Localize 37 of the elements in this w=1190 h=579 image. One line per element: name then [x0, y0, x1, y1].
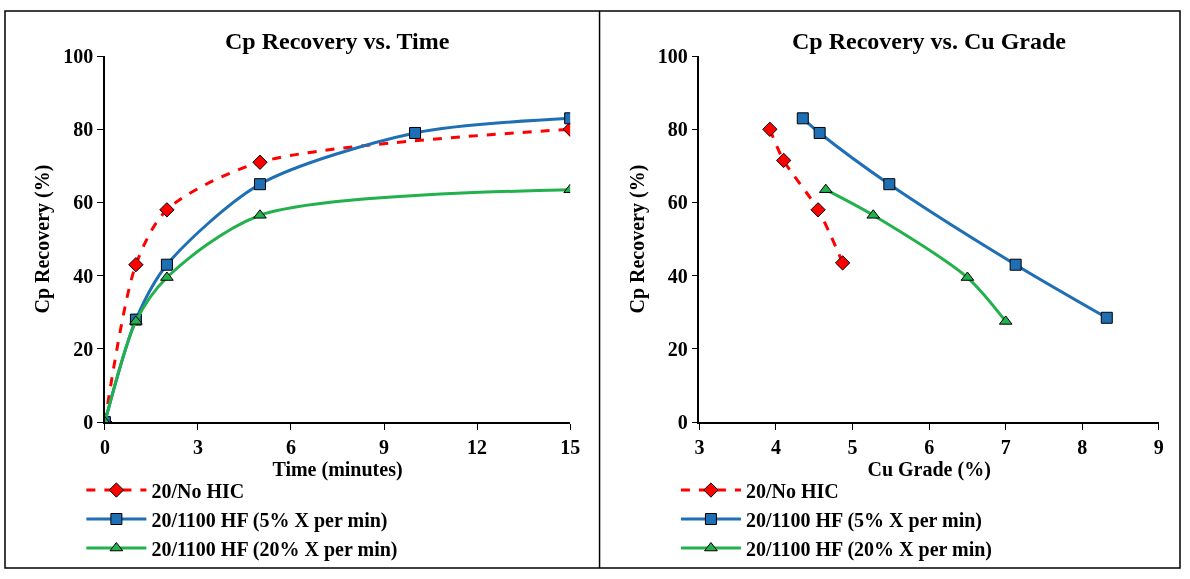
x-tick-label: 15 [560, 435, 581, 458]
x-tick-label: 6 [924, 435, 935, 458]
y-tick-label: 80 [73, 118, 94, 141]
y-tick-label: 0 [83, 411, 94, 434]
y-tick-label: 100 [63, 45, 94, 68]
y-tick-label: 20 [73, 337, 94, 360]
x-tick-label: 9 [379, 435, 390, 458]
x-tick-label: 5 [847, 435, 858, 458]
legend-label: 20/No HIC [151, 479, 245, 502]
y-axis-title: Cp Recovery (%) [31, 164, 55, 314]
legend-label: 20/1100 HF (20% X per min) [745, 537, 993, 561]
legend-label: 20/1100 HF (5% X per min) [745, 508, 983, 532]
legend-label: 20/1100 HF (20% X per min) [151, 537, 398, 561]
x-tick-label: 3 [694, 435, 705, 458]
x-tick-label: 4 [770, 435, 781, 458]
y-tick-label: 100 [657, 45, 688, 68]
x-axis-title: Cu Grade (%) [867, 457, 991, 481]
x-tick-label: 9 [1153, 435, 1164, 458]
x-tick-label: 7 [1000, 435, 1011, 458]
x-tick-label: 3 [192, 435, 203, 458]
y-tick-label: 40 [73, 264, 94, 287]
y-tick-label: 0 [677, 411, 688, 434]
y-tick-label: 20 [667, 337, 688, 360]
y-axis-title: Cp Recovery (%) [625, 164, 649, 314]
x-axis-title: Time (minutes) [272, 457, 403, 481]
y-tick-label: 40 [667, 264, 688, 287]
legend-label: 20/1100 HF (5% X per min) [151, 508, 388, 532]
x-tick-label: 12 [467, 435, 488, 458]
x-tick-label: 0 [99, 435, 110, 458]
y-tick-label: 60 [667, 191, 688, 214]
x-tick-label: 8 [1077, 435, 1088, 458]
chart-title: Cp Recovery vs. Time [225, 28, 450, 54]
legend-label: 20/No HIC [745, 479, 839, 502]
x-tick-label: 6 [285, 435, 296, 458]
y-tick-label: 60 [73, 191, 94, 214]
chart-title: Cp Recovery vs. Cu Grade [792, 28, 1067, 54]
y-tick-label: 80 [667, 118, 688, 141]
